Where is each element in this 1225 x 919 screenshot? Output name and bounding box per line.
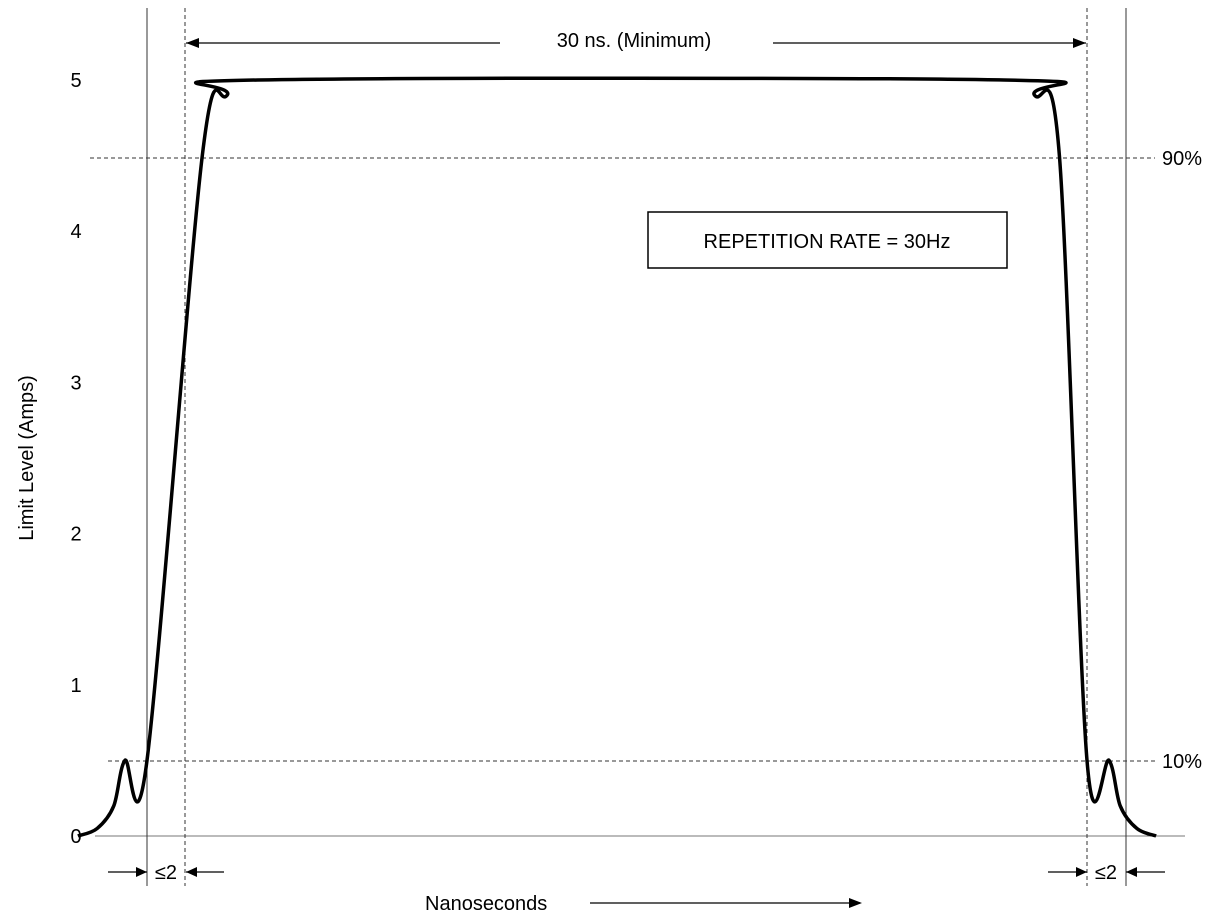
y-tick-labels: 0 1 2 3 4 5 bbox=[70, 70, 81, 848]
repetition-rate-box bbox=[647, 211, 1008, 269]
pulse-width-arrowhead-right bbox=[1073, 38, 1086, 48]
fall-arrowhead-left bbox=[1076, 867, 1087, 877]
pulse-waveform bbox=[77, 76, 1157, 838]
y-tick-label: 1 bbox=[70, 675, 81, 697]
rise-arrowhead-left bbox=[136, 867, 147, 877]
repetition-rate-label: REPETITION RATE = 30Hz bbox=[704, 231, 951, 253]
x-axis-label: Nanoseconds bbox=[425, 893, 547, 915]
x-axis-arrowhead bbox=[849, 898, 862, 908]
y-tick-label: 3 bbox=[70, 372, 81, 394]
fall-time-label: ≤2 bbox=[1095, 862, 1117, 884]
pulse-width-arrowhead-left bbox=[186, 38, 199, 48]
y-axis-label: Limit Level (Amps) bbox=[16, 375, 38, 541]
y-tick-label: 0 bbox=[70, 826, 81, 848]
rise-arrowhead-right bbox=[186, 867, 197, 877]
y-tick-label: 2 bbox=[70, 524, 81, 546]
level-10-label: 10% bbox=[1162, 751, 1202, 773]
rise-time-label: ≤2 bbox=[155, 862, 177, 884]
fall-arrowhead-right bbox=[1126, 867, 1137, 877]
level-90-label: 90% bbox=[1162, 148, 1202, 170]
y-tick-label: 4 bbox=[70, 221, 81, 243]
y-tick-label: 5 bbox=[70, 70, 81, 92]
pulse-width-label: 30 ns. (Minimum) bbox=[557, 30, 711, 52]
